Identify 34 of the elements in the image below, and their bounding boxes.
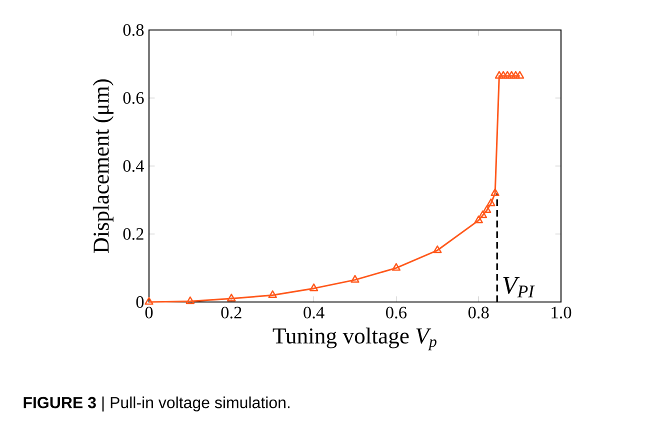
point	[144, 297, 154, 305]
point	[227, 294, 236, 302]
point	[478, 210, 488, 218]
point	[515, 70, 524, 79]
point	[433, 245, 442, 254]
x-tick-label: 0.6	[386, 306, 407, 318]
point	[309, 283, 318, 292]
point	[268, 290, 277, 298]
ref-line-label: V$_{PI}$	[503, 277, 535, 298]
point	[490, 188, 500, 196]
text: FIGURE 3 | Pull-in voltage simulation.	[24, 396, 290, 412]
y-tick-label: 0.2	[123, 228, 144, 240]
y-tick-label: 0.4	[123, 160, 144, 172]
text: Tuning voltage V$_{p}$	[272, 328, 436, 350]
x-tick-label: 0.8	[468, 306, 489, 318]
point	[474, 215, 483, 224]
y-tick-label: 0.8	[123, 24, 144, 36]
point	[186, 296, 195, 304]
y-tick-label: 0.6	[123, 92, 144, 104]
point	[392, 263, 401, 271]
x-tick-label: 0.2	[221, 306, 242, 318]
point	[494, 70, 504, 79]
x-tick-label: 0	[145, 306, 153, 318]
point	[511, 70, 520, 79]
point	[503, 70, 512, 79]
point	[350, 274, 360, 283]
y-axis-title: Displacement (μm)	[92, 79, 114, 253]
point	[498, 70, 508, 79]
x-tick-label: 0.4	[304, 306, 324, 318]
x-tick-label: 1.0	[552, 306, 572, 318]
y-tick-label: 0	[136, 296, 144, 308]
point	[482, 205, 492, 214]
point	[486, 198, 496, 206]
point	[507, 70, 516, 79]
